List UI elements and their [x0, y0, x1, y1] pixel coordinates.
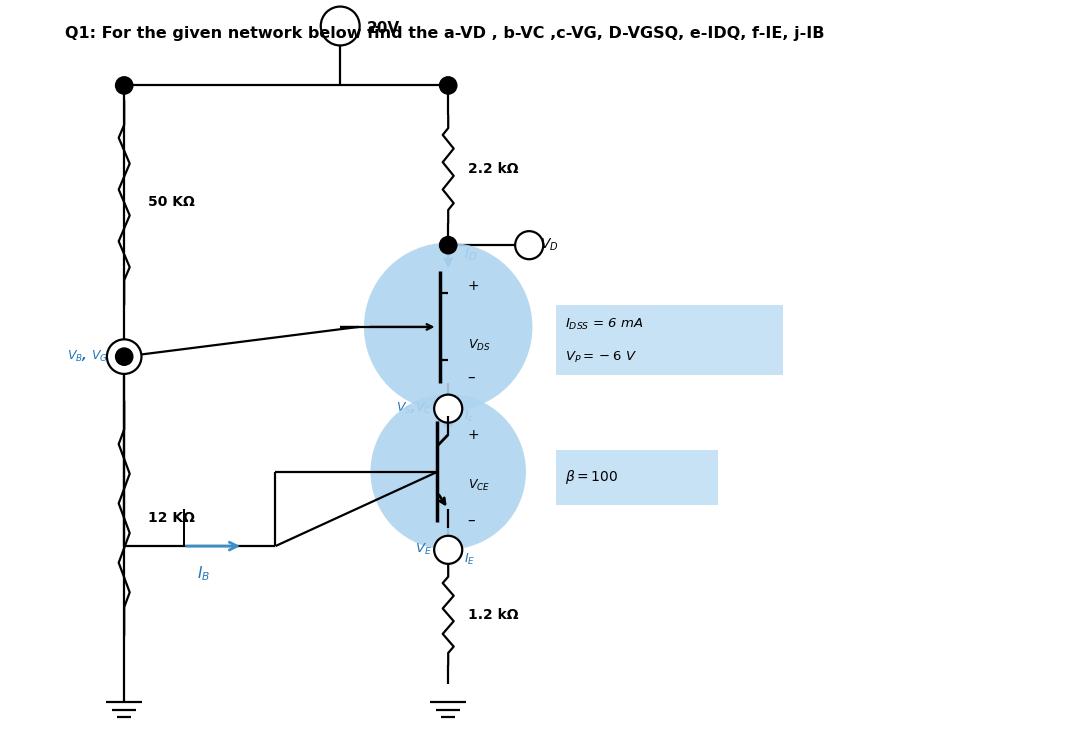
Circle shape [116, 77, 133, 94]
Text: 20V: 20V [367, 21, 401, 36]
Text: $V_B$, $V_G$: $V_B$, $V_G$ [67, 349, 108, 364]
Text: +: + [468, 428, 480, 441]
Circle shape [434, 536, 462, 564]
Text: –: – [468, 370, 475, 385]
Text: $I_E$: $I_E$ [464, 552, 475, 568]
Text: –: – [468, 513, 475, 528]
Text: 50 KΩ: 50 KΩ [148, 195, 194, 210]
Circle shape [370, 394, 526, 550]
Circle shape [364, 243, 532, 411]
Circle shape [434, 395, 462, 423]
Text: 12 KΩ: 12 KΩ [148, 511, 194, 525]
Text: $V_D$: $V_D$ [540, 237, 558, 253]
Text: $V_E$: $V_E$ [415, 542, 432, 557]
Text: $I_c$: $I_c$ [464, 409, 475, 424]
FancyBboxPatch shape [556, 305, 783, 375]
Text: 1.2 kΩ: 1.2 kΩ [468, 608, 518, 622]
Text: 2.2 kΩ: 2.2 kΩ [468, 162, 518, 176]
FancyBboxPatch shape [556, 450, 718, 505]
Text: $V_P = -6$ V: $V_P = -6$ V [565, 350, 637, 365]
Text: $I_{DSS}$ = 6 mA: $I_{DSS}$ = 6 mA [565, 317, 644, 332]
Circle shape [515, 231, 543, 259]
Text: $V_S$,$V_C$: $V_S$,$V_C$ [396, 401, 432, 416]
Text: $V_{CE}$: $V_{CE}$ [468, 478, 490, 493]
Text: Q1: For the given network below find the a-VD , b-VC ,c-VG, D-VGSQ, e-IDQ, f-IE,: Q1: For the given network below find the… [65, 26, 824, 41]
Circle shape [440, 77, 457, 94]
Circle shape [116, 348, 133, 366]
Text: +: + [468, 279, 480, 293]
Circle shape [107, 340, 141, 374]
Text: $I_B$: $I_B$ [197, 565, 210, 583]
Text: $\beta = 100$: $\beta = 100$ [565, 468, 618, 487]
Text: $V_{DS}$: $V_{DS}$ [468, 338, 490, 353]
Circle shape [440, 236, 457, 254]
Text: $I_D$: $I_D$ [464, 246, 477, 263]
